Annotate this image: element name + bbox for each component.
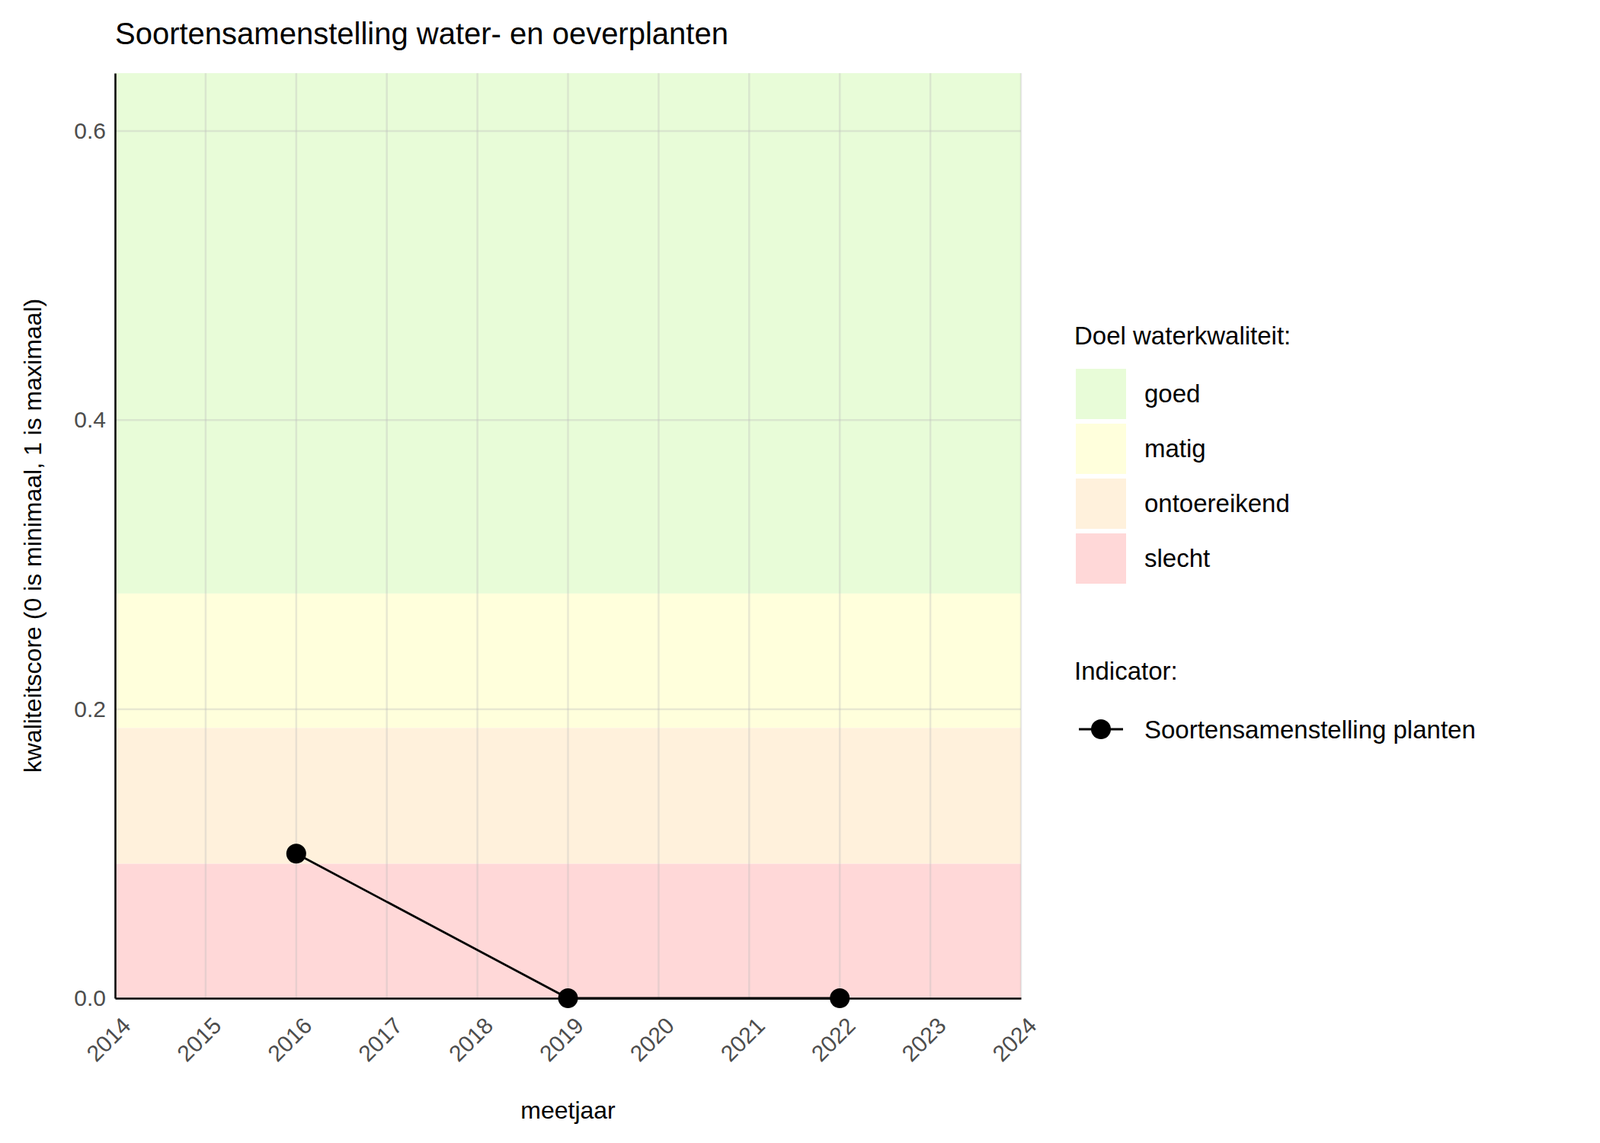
series-line <box>296 853 840 999</box>
x-tick-label: 2016 <box>262 1012 317 1067</box>
x-tick: 2015 <box>172 998 227 1066</box>
legend-label: matig <box>1144 434 1207 463</box>
legend-label: goed <box>1144 379 1200 408</box>
bands <box>115 73 1021 999</box>
x-tick: 2023 <box>896 998 951 1066</box>
y-axis-line <box>114 73 117 999</box>
legend-title: Doel waterkwaliteit: <box>1074 321 1291 350</box>
y-tick-label: 0.6 <box>73 118 106 144</box>
legend-label: Soortensamenstelling planten <box>1144 715 1476 744</box>
x-tick: 2016 <box>262 998 317 1066</box>
x-tick: 2024 <box>987 998 1042 1066</box>
x-tick-label: 2020 <box>625 1012 680 1067</box>
grid-line <box>748 73 751 999</box>
legend-label: slecht <box>1144 544 1210 573</box>
legend-label: ontoereikend <box>1144 489 1290 518</box>
x-tick: 2017 <box>353 998 408 1066</box>
y-tick-label: 0.0 <box>73 985 106 1011</box>
series-group <box>286 843 850 1008</box>
y-tick: 0.0 <box>73 985 116 1011</box>
y-axis: 0.0 0.2 0.4 0.6 <box>73 73 116 1012</box>
series-point <box>286 843 307 864</box>
x-tick: 2019 <box>534 998 589 1066</box>
x-tick-label: 2021 <box>715 1012 770 1067</box>
x-tick: 2018 <box>444 998 499 1066</box>
x-tick-label: 2014 <box>81 1012 136 1067</box>
grid-line <box>838 73 842 999</box>
x-tick: 2021 <box>715 998 770 1066</box>
x-tick: 2020 <box>625 998 680 1066</box>
grid-line <box>385 73 388 999</box>
y-tick: 0.6 <box>73 118 116 144</box>
x-tick-label: 2024 <box>987 1012 1042 1067</box>
legend-swatch <box>1075 368 1127 420</box>
grid-line <box>476 73 479 999</box>
x-tick: 2022 <box>806 998 861 1066</box>
grid-line <box>1020 73 1023 999</box>
x-tick-label: 2017 <box>353 1012 408 1067</box>
grid-line <box>115 419 1021 422</box>
x-tick-label: 2023 <box>896 1012 951 1067</box>
x-tick-label: 2015 <box>172 1012 227 1067</box>
series-point <box>829 988 850 1008</box>
x-axis-title: meetjaar <box>520 1096 616 1124</box>
legend-swatch <box>1075 533 1127 584</box>
legend-title: Indicator: <box>1074 656 1178 685</box>
grid-line <box>114 73 117 999</box>
grid <box>115 73 1021 999</box>
legend: Doel waterkwaliteit: goed matig ontoereiken… <box>1074 321 1476 744</box>
legend-marker <box>1091 719 1111 740</box>
grid-line <box>657 73 660 999</box>
y-tick-label: 0.2 <box>73 696 106 722</box>
x-axis: 2014 2015 2016 2017 2018 2019 2020 2021 2022 2023… <box>81 998 1042 1066</box>
grid-line <box>566 73 570 999</box>
y-tick-label: 0.4 <box>73 406 106 432</box>
y-axis-title: kwaliteitscore (0 is minimaal, 1 is maxi… <box>19 298 47 773</box>
x-tick-label: 2019 <box>534 1012 589 1067</box>
legend-swatch <box>1075 478 1127 529</box>
x-tick-label: 2018 <box>444 1012 499 1067</box>
y-tick: 0.2 <box>73 696 116 722</box>
grid-line <box>929 73 932 999</box>
x-tick-label: 2022 <box>806 1012 861 1067</box>
title: Soortensamenstelling water- en oeverplan… <box>115 16 729 51</box>
y-tick: 0.4 <box>73 406 116 432</box>
chart: 2014 2015 2016 2017 2018 2019 2020 2021 2022 2023… <box>0 0 1600 1143</box>
grid-line <box>115 130 1021 133</box>
series-point <box>558 988 579 1008</box>
grid-line <box>204 73 208 999</box>
grid-line <box>115 707 1021 711</box>
legend-swatch <box>1075 423 1127 474</box>
